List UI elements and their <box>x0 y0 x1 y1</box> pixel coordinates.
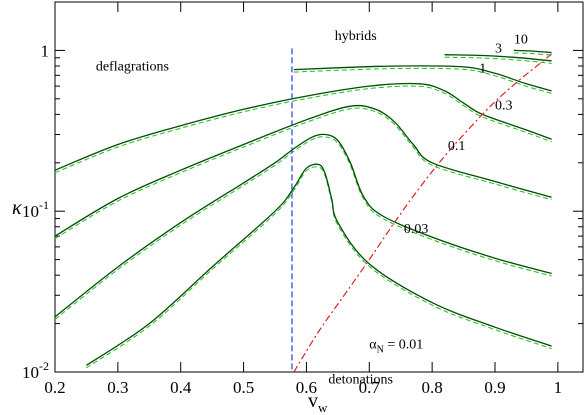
alpha-value: = 0.01 <box>384 338 423 353</box>
region-annotation: hybrids <box>335 29 377 44</box>
x-tick-label: 0.7 <box>359 378 381 397</box>
series-labels: 0.03 0.1 0.3 13 10 αN = 0.01 deflagrations hybr… <box>96 29 528 387</box>
y-tick-base: 1 <box>41 41 50 60</box>
region-annotation: deflagrations <box>96 59 169 74</box>
axis-ticks: 0.2 0.3 0.4 0.5 0.6 0.7 0.8 0.9 110-210-11 <box>22 1 583 397</box>
y-tick-exponent: -2 <box>39 359 49 373</box>
region-annotation: detonations <box>328 372 393 387</box>
y-tick-label: 1 <box>41 41 50 60</box>
y-tick-base: 10 <box>22 363 39 382</box>
series-line <box>54 133 552 318</box>
series-group <box>54 48 552 373</box>
y-tick-base: 10 <box>22 202 39 221</box>
alpha-label: αN = 0.01 <box>369 338 423 356</box>
plot-frame <box>54 1 584 373</box>
series-line <box>86 163 552 366</box>
series-label: 1 <box>479 61 486 76</box>
series-model-dashed <box>513 52 552 56</box>
series-label: 3 <box>495 42 502 57</box>
x-axis-title-main: v <box>308 390 318 412</box>
x-tick-label: 0.5 <box>233 378 254 397</box>
alpha-symbol: α <box>369 338 377 353</box>
x-axis-title-sub: w <box>318 400 328 415</box>
series-label: 0.3 <box>495 98 513 113</box>
x-tick-label: 0.8 <box>422 378 443 397</box>
alpha-subscript: N <box>377 345 384 356</box>
series-line <box>54 104 552 237</box>
x-tick-label: 1 <box>554 378 563 397</box>
y-tick-label: 10-2 <box>22 359 49 382</box>
series-line <box>513 49 552 54</box>
series-line <box>54 82 552 171</box>
x-tick-label: 0.9 <box>484 378 505 397</box>
jouguet-line <box>293 53 552 373</box>
series-model-dashed <box>54 85 552 174</box>
y-tick-exponent: -1 <box>39 198 49 212</box>
y-tick-label: 10-1 <box>22 198 49 221</box>
series-model-dashed <box>293 67 552 94</box>
series-label: 0.03 <box>404 222 429 237</box>
series-line <box>293 65 552 92</box>
x-axis-title: vw <box>308 390 328 415</box>
x-tick-label: 0.6 <box>296 378 317 397</box>
x-tick-label: 0.3 <box>107 378 128 397</box>
x-tick-label: 0.4 <box>170 378 192 397</box>
series-model-dashed <box>54 136 552 320</box>
series-model-dashed <box>86 166 552 369</box>
y-axis-title: κ <box>12 197 22 219</box>
series-model-dashed <box>444 56 552 64</box>
series-line <box>444 54 552 62</box>
series-model-dashed <box>54 107 552 240</box>
x-tick-label: 0.2 <box>44 378 65 397</box>
series-label: 0.1 <box>448 139 466 154</box>
series-label: 10 <box>514 33 528 48</box>
